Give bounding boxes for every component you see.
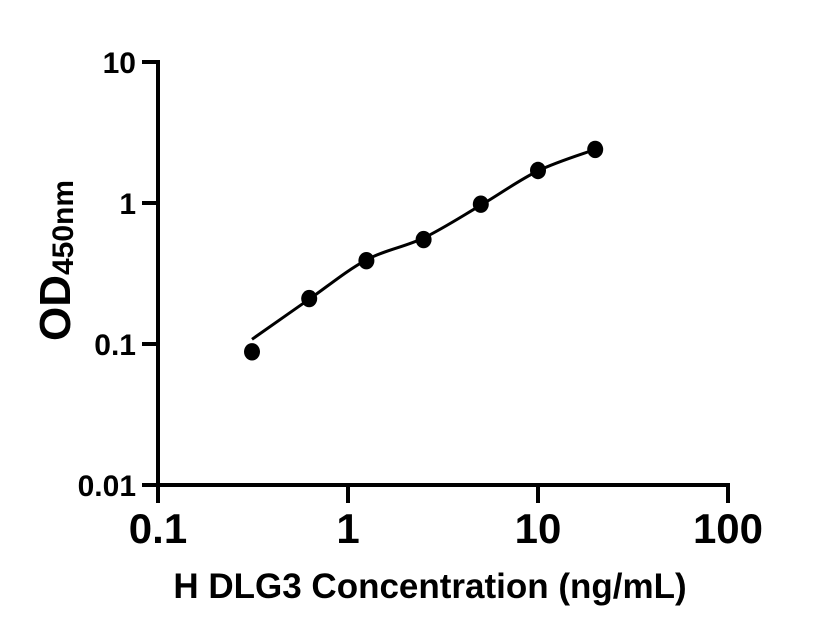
y-tick-label: 0.01 bbox=[78, 470, 136, 503]
data-point bbox=[472, 195, 489, 213]
axes bbox=[156, 60, 730, 487]
y-axis-title-main: OD bbox=[31, 275, 80, 341]
axis-spine bbox=[156, 60, 730, 487]
data-series bbox=[244, 140, 604, 361]
y-tick-label: 0.1 bbox=[94, 329, 136, 362]
data-point bbox=[244, 343, 260, 361]
data-point bbox=[358, 252, 375, 270]
y-axis-title: OD450nm bbox=[31, 180, 80, 341]
data-point bbox=[587, 140, 604, 159]
x-tick-label: 1 bbox=[336, 505, 359, 552]
y-tick-label: 1 bbox=[119, 188, 136, 221]
y-tick-label: 10 bbox=[103, 47, 136, 80]
x-axis-title: H DLG3 Concentration (ng/mL) bbox=[173, 567, 686, 606]
data-point bbox=[301, 289, 318, 308]
y-axis-title-sub: 450nm bbox=[47, 180, 80, 275]
x-tick-label: 0.1 bbox=[129, 505, 187, 552]
x-tick-label: 10 bbox=[515, 505, 562, 552]
x-tick-label: 100 bbox=[693, 505, 763, 552]
data-point bbox=[415, 230, 432, 249]
data-point bbox=[530, 161, 546, 180]
